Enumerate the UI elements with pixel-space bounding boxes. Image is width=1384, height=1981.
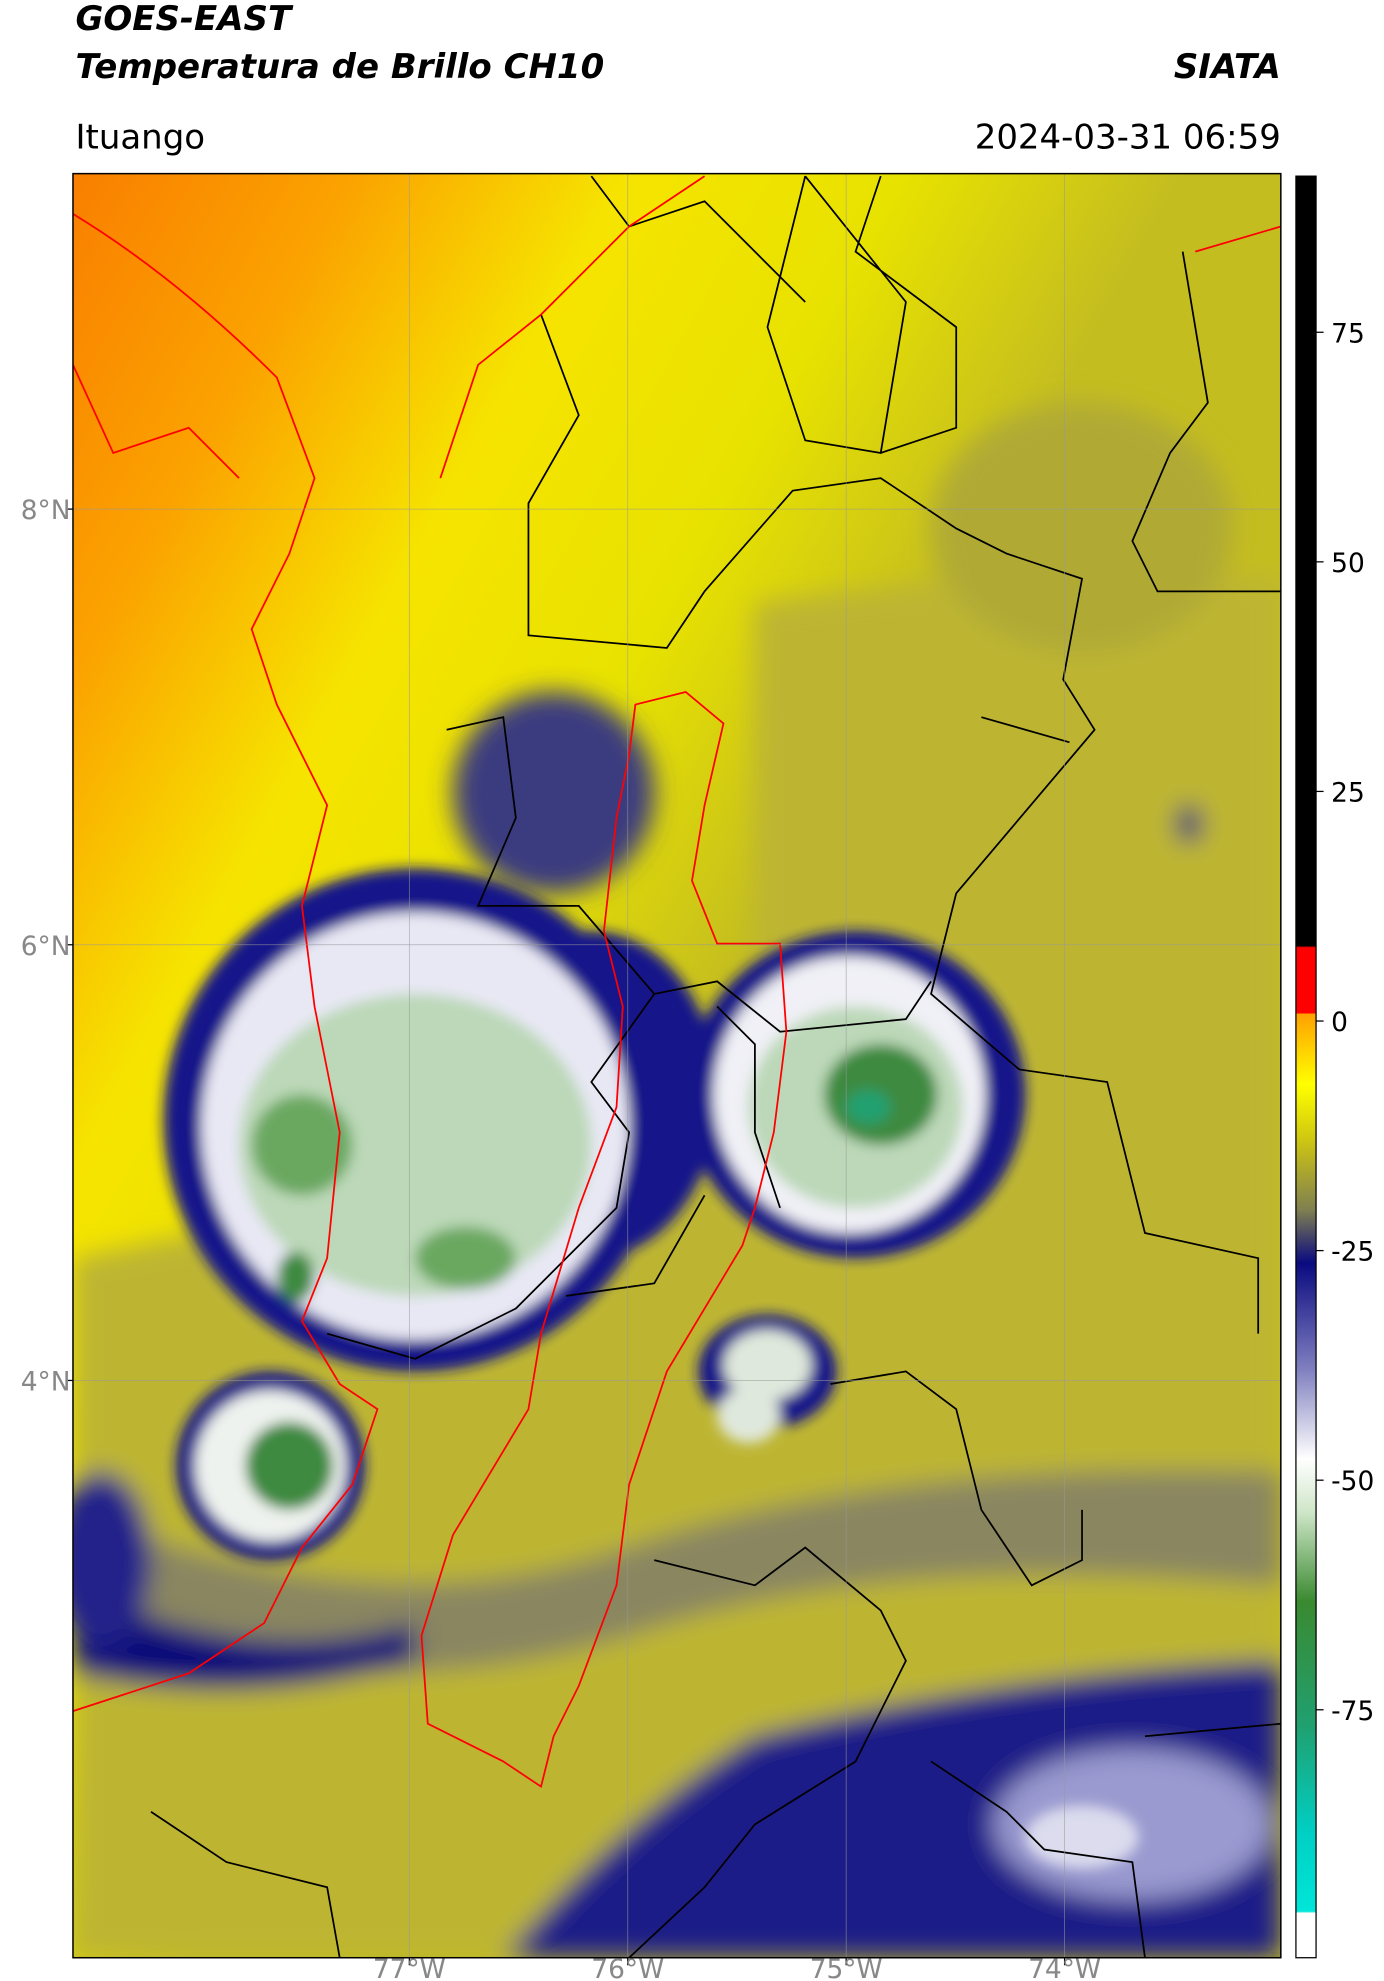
y-tick-label: 6°N xyxy=(21,931,71,962)
map-frame xyxy=(72,172,1282,1959)
title-line2: Temperatura de Brillo CH10 xyxy=(75,47,604,87)
colorbar-label: -50 xyxy=(1331,1466,1374,1497)
colorbar-label: 0 xyxy=(1331,1007,1348,1038)
colorbar-label: -75 xyxy=(1331,1696,1374,1727)
colorbar-label: 25 xyxy=(1331,777,1365,808)
datetime: 2024-03-31 06:59 xyxy=(975,117,1281,157)
colorbar-label: 50 xyxy=(1331,548,1365,579)
location: Ituango xyxy=(75,117,205,157)
colorbar xyxy=(1295,175,1317,1959)
colorbar-label: -25 xyxy=(1331,1237,1374,1268)
title-line1: GOES-EAST xyxy=(75,0,293,39)
organization: SIATA xyxy=(1174,47,1281,87)
x-tick-label: 75°W xyxy=(810,1954,883,1981)
y-tick-label: 4°N xyxy=(21,1367,71,1398)
x-tick-label: 76°W xyxy=(591,1954,664,1981)
y-tick-label: 8°N xyxy=(21,495,71,526)
satellite-image xyxy=(72,173,1281,1958)
x-tick-label: 74°W xyxy=(1028,1954,1101,1981)
x-tick-label: 77°W xyxy=(373,1954,446,1981)
graticule xyxy=(65,173,1281,1966)
colorbar-label: 75 xyxy=(1331,318,1365,349)
